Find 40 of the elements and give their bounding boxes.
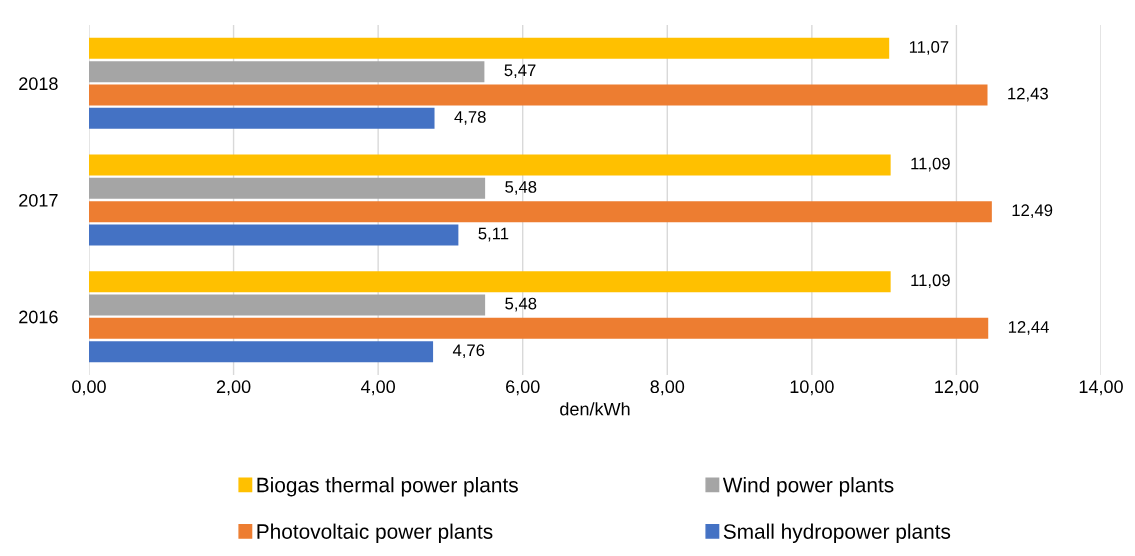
bar: [89, 61, 485, 83]
data-label: 5,48: [505, 297, 537, 312]
x-tick-label: 8,00: [650, 380, 685, 396]
data-label: 12,49: [1012, 204, 1053, 219]
bar: [89, 271, 891, 293]
x-tick-label: 6,00: [506, 380, 540, 396]
x-tick-label: 4,00: [360, 380, 396, 396]
bar: [89, 177, 486, 199]
data-label: 5,47: [504, 64, 536, 79]
legend-label: Wind power plants: [722, 477, 894, 497]
legend-label: Small hydropower plants: [723, 523, 951, 544]
data-label: 4,78: [454, 111, 486, 125]
x-tick-label: 10,00: [790, 380, 834, 396]
data-label: 5,11: [478, 227, 509, 242]
data-label: 11,09: [911, 274, 950, 289]
x-tick-label: 12,00: [935, 380, 979, 396]
bar: [89, 201, 992, 223]
y-tick-label: 2017: [19, 193, 58, 207]
data-label: 12,43: [1008, 87, 1048, 102]
x-axis-title: den/kWh: [560, 402, 630, 416]
data-label: 12,44: [1008, 321, 1049, 335]
legend-label: Biogas thermal power plants: [257, 477, 518, 497]
y-tick-label: 2018: [19, 77, 58, 91]
data-label: 5,48: [505, 181, 537, 195]
bar: [89, 317, 989, 339]
y-tick-label: 2016: [19, 310, 58, 324]
bar: [89, 84, 988, 106]
x-tick-label: 0,00: [72, 380, 106, 396]
bar: [89, 224, 459, 246]
bar: [89, 37, 890, 59]
x-tick-label: 2,00: [216, 380, 251, 396]
data-label: 11,07: [909, 41, 949, 55]
x-tick-label: 14,00: [1079, 380, 1123, 396]
bar: [89, 341, 434, 363]
bar: [89, 154, 891, 176]
bar: [89, 294, 486, 316]
data-label: 11,09: [911, 157, 950, 172]
legend-label: Photovoltaic power plants: [257, 523, 493, 544]
bar: [89, 107, 435, 129]
data-label: 4,76: [452, 344, 485, 359]
